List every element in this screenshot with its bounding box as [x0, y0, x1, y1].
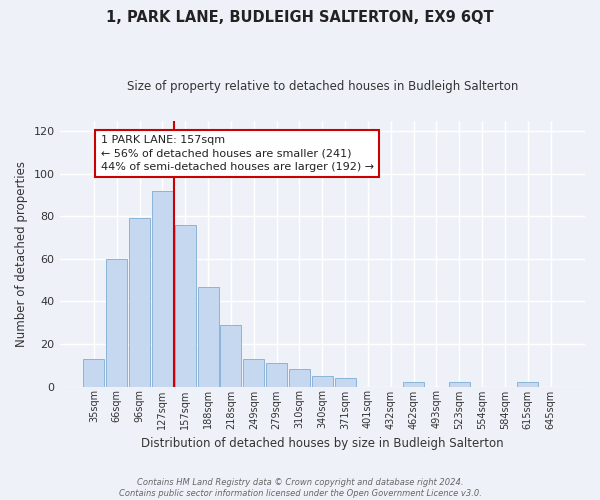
Title: Size of property relative to detached houses in Budleigh Salterton: Size of property relative to detached ho…: [127, 80, 518, 93]
Bar: [197, 286, 218, 386]
Y-axis label: Number of detached properties: Number of detached properties: [15, 160, 28, 346]
Bar: [335, 378, 356, 386]
Bar: [175, 225, 196, 386]
Text: 1 PARK LANE: 157sqm
← 56% of detached houses are smaller (241)
44% of semi-detac: 1 PARK LANE: 157sqm ← 56% of detached ho…: [101, 136, 374, 172]
Bar: [312, 376, 333, 386]
Bar: [517, 382, 538, 386]
Bar: [403, 382, 424, 386]
Bar: [83, 359, 104, 386]
Bar: [243, 359, 264, 386]
Bar: [449, 382, 470, 386]
X-axis label: Distribution of detached houses by size in Budleigh Salterton: Distribution of detached houses by size …: [141, 437, 503, 450]
Bar: [289, 370, 310, 386]
Bar: [220, 325, 241, 386]
Bar: [129, 218, 150, 386]
Bar: [266, 363, 287, 386]
Text: Contains HM Land Registry data © Crown copyright and database right 2024.
Contai: Contains HM Land Registry data © Crown c…: [119, 478, 481, 498]
Text: 1, PARK LANE, BUDLEIGH SALTERTON, EX9 6QT: 1, PARK LANE, BUDLEIGH SALTERTON, EX9 6Q…: [106, 10, 494, 25]
Bar: [152, 191, 173, 386]
Bar: [106, 259, 127, 386]
